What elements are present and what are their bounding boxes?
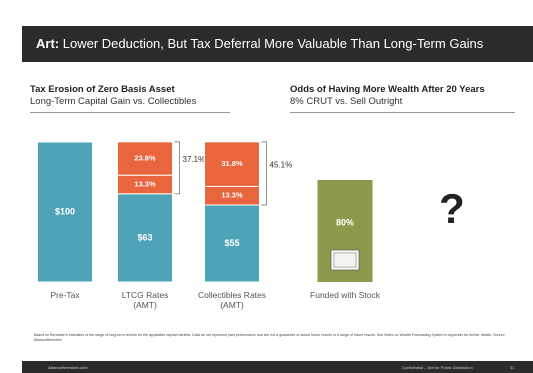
bracket xyxy=(261,141,267,206)
certificate-icon xyxy=(330,249,360,271)
chart-title: Tax Erosion of Zero Basis Asset xyxy=(30,84,175,95)
bracket xyxy=(174,141,180,195)
value-label: $100 xyxy=(55,206,75,216)
value-label: 13.3% xyxy=(221,191,243,200)
bar-segment xyxy=(37,141,93,283)
bar-segment xyxy=(117,141,173,176)
x-tick-label: LTCG Rates (AMT) xyxy=(121,290,169,310)
chart-subtitle: Long-Term Capital Gain vs. Collectibles xyxy=(30,96,197,107)
bar-segment xyxy=(204,141,260,187)
bar-segment xyxy=(204,204,260,283)
certificate-inner xyxy=(333,252,357,268)
value-label: 23.8% xyxy=(134,154,156,163)
title: Lower Deduction, But Tax Deferral More V… xyxy=(62,36,484,51)
page-number: 31 xyxy=(510,365,515,370)
footer: AllianceBernstein.com Confidential – Not… xyxy=(22,361,533,373)
total-label: 45.1% xyxy=(270,161,293,170)
chart-title: Odds of Having More Wealth After 20 Year… xyxy=(290,84,485,95)
value-label: $55 xyxy=(224,238,239,248)
footer-right: Confidential – Not for Public Distributi… xyxy=(402,365,473,370)
divider xyxy=(30,112,230,113)
footer-left: AllianceBernstein.com xyxy=(48,365,88,370)
annotation: ? xyxy=(439,185,465,232)
value-label: 80% xyxy=(336,217,354,227)
value-label: 31.8% xyxy=(221,159,243,168)
chart-subtitle: 8% CRUT vs. Sell Outright xyxy=(290,96,403,107)
header: Art: Lower Deduction, But Tax Deferral M… xyxy=(22,26,533,62)
x-tick-label: Collectibles Rates (AMT) xyxy=(197,290,267,310)
total-label: 37.1% xyxy=(183,155,206,164)
value-label: $63 xyxy=(137,232,152,242)
bar-segment xyxy=(117,193,173,283)
x-tick-label: Funded with Stock xyxy=(310,290,380,300)
divider xyxy=(290,112,515,113)
x-tick-label: Pre-Tax xyxy=(50,290,80,300)
value-label: 13.3% xyxy=(134,179,156,188)
title-bold: Art: xyxy=(36,36,60,51)
footnote: Based on Bernstein's estimates of the ra… xyxy=(34,333,506,342)
